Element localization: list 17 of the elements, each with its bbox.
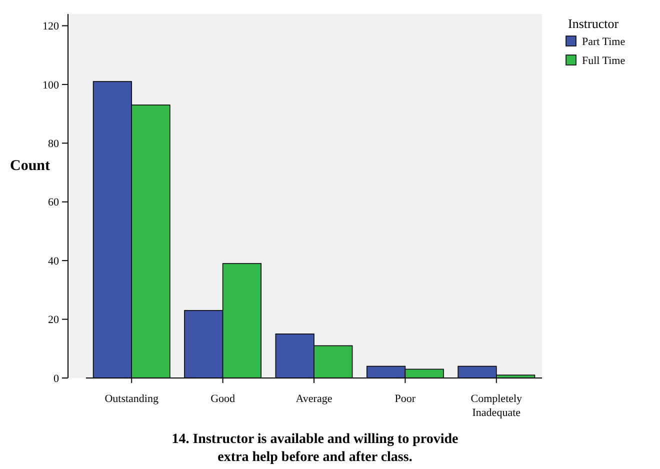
y-axis-title: Count [10,158,50,174]
x-tick-label: Poor [394,393,416,405]
x-tick-label: Average [296,393,332,405]
x-tick-label: Outstanding [104,393,159,405]
legend-label: Part Time [582,36,626,48]
y-tick-label: 40 [48,255,60,268]
text: 14. Instructor is available and willing to provide extra help before and after class. [172,432,458,465]
legend-title: Instructor [568,16,620,31]
y-tick-label: 80 [48,138,60,150]
x-tick-label: Good [210,393,236,405]
legend-label: Full Time [582,55,626,67]
y-tick-label: 120 [42,20,60,33]
y-tick-label: 20 [48,314,60,326]
y-tick-label: 0 [54,372,60,385]
y-tick-label: 100 [42,79,60,92]
y-tick-label: 60 [48,196,60,209]
x-tick-label: Completely Inadequate [470,393,523,419]
